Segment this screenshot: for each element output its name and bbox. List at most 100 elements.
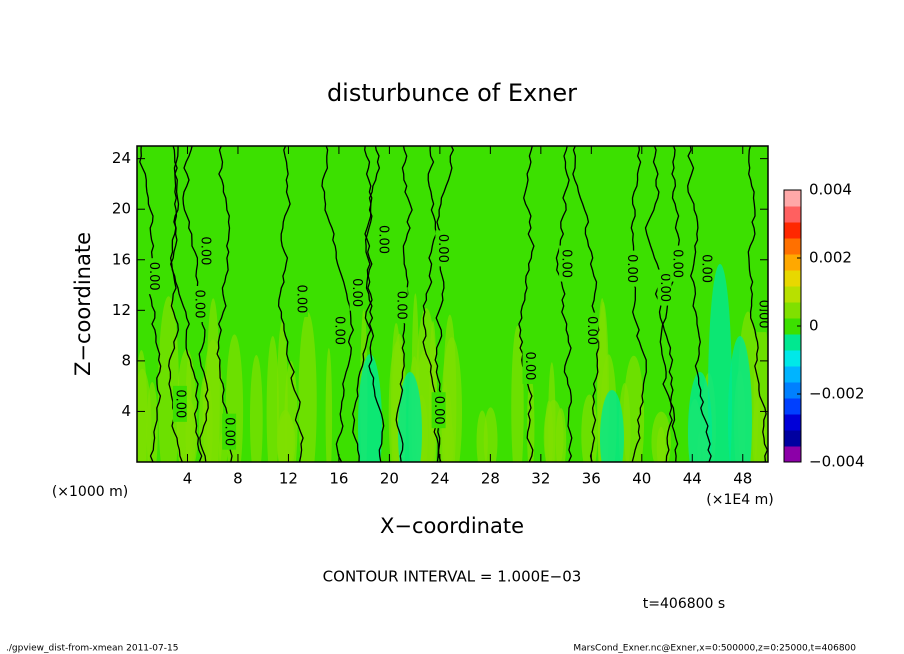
y-tick-label: 20: [112, 200, 131, 218]
contour-label-bg: [294, 280, 309, 317]
contour-label-bg: [657, 269, 672, 306]
contour-label: 0.00: [376, 225, 391, 254]
field-patch: [527, 375, 535, 462]
contour-line: [364, 146, 385, 462]
plot-area: 0.000.000.000.000.000.000.000.000.000.00…: [137, 146, 770, 462]
contour-label: 0.00: [699, 254, 714, 283]
colorbar-cell: [784, 398, 801, 415]
colorbar-tick-label: 0: [809, 317, 819, 335]
field-patch: [511, 325, 524, 462]
contour-label-bg: [435, 230, 450, 267]
contour-label-bg: [431, 392, 446, 429]
colorbar-cell: [784, 206, 801, 223]
field-patch: [708, 264, 732, 462]
contour-line: [747, 146, 768, 462]
field-patch: [398, 372, 422, 462]
contour-label: 0.00: [393, 291, 408, 320]
contour-label: 0.00: [222, 417, 237, 446]
contour-line: [555, 146, 573, 462]
colorbar-cell: [784, 254, 801, 271]
x-tick-label: 4: [183, 470, 193, 488]
contour-label: 0.00: [584, 316, 599, 345]
y-unit: (×1000 m): [52, 484, 128, 500]
footer-left: ./gpview_dist-from-xmean 2011-07-15: [6, 644, 178, 654]
contour-label-bg: [191, 286, 206, 322]
colorbar-cell: [784, 318, 801, 335]
colorbar-tick-label: −0.004: [809, 453, 865, 471]
colorbar-tick-label: −0.002: [809, 385, 865, 403]
contour-label: 0.00: [431, 396, 446, 425]
colorbar-cell: [784, 190, 801, 207]
contour-label: 0.00: [670, 249, 685, 278]
colorbar-cell: [784, 446, 801, 463]
contour-label: 0.00: [146, 262, 161, 291]
contour-label: 0.00: [198, 236, 213, 265]
contour-line: [139, 146, 162, 462]
colorbar-cell: [784, 286, 801, 303]
contour-label: 0.00: [624, 254, 639, 283]
contour-line: [572, 146, 600, 462]
x-tick-label: 12: [279, 470, 298, 488]
colorbar-cell: [784, 222, 801, 239]
x-tick-label: 8: [233, 470, 243, 488]
colorbar-tick-label: 0.004: [809, 181, 852, 199]
field-patch: [185, 405, 193, 462]
contour-label-bg: [172, 385, 187, 422]
y-tick-label: 8: [121, 351, 131, 369]
field-patch: [600, 390, 624, 462]
contour-line: [662, 146, 681, 462]
field-patch: [581, 394, 598, 462]
plot-frame: [136, 145, 769, 463]
x-axis-label: X−coordinate: [380, 514, 524, 538]
colorbar-cell: [784, 366, 801, 383]
contour-label-bg: [699, 250, 714, 287]
contour-label-bg: [349, 274, 364, 311]
colorbar-cell: [784, 270, 801, 287]
field-patch: [441, 337, 463, 462]
field-patch: [137, 368, 152, 462]
contour-label-bg: [670, 245, 685, 282]
contour-line: [630, 146, 647, 462]
contour-label: 0.00: [755, 300, 770, 329]
footer-right: MarsCond_Exner.nc@Exner,x=0:500000,z=0:2…: [573, 644, 856, 654]
contour-label: 0.00: [559, 249, 574, 278]
contour-label: 0.00: [331, 316, 346, 345]
field-patch: [325, 347, 333, 462]
contour-line: [687, 146, 712, 462]
y-tick-label: 24: [112, 149, 131, 167]
contour-label: 0.00: [657, 273, 672, 302]
contour-label: 0.00: [522, 351, 537, 380]
x-tick-label: 44: [683, 470, 702, 488]
contour-label-bg: [559, 245, 574, 282]
contour-label: 0.00: [294, 284, 309, 313]
x-tick-label: 16: [329, 470, 348, 488]
field-patch: [266, 335, 279, 462]
field-patch: [623, 355, 645, 462]
field-patch: [728, 336, 752, 462]
contour-label-bg: [331, 312, 346, 349]
contour-label-bg: [393, 287, 408, 324]
contour-line: [352, 146, 373, 462]
contour-label-bg: [755, 296, 768, 333]
x-unit: (×1E4 m): [706, 492, 773, 508]
y-tick-label: 12: [112, 301, 131, 319]
y-axis-label: Z−coordinate: [71, 232, 95, 376]
field-patch: [249, 354, 263, 462]
colorbar-cell: [784, 238, 801, 255]
colorbar-cell: [784, 430, 801, 447]
contour-label-bg: [376, 221, 391, 258]
contour-label-bg: [146, 258, 161, 295]
x-tick-label: 40: [632, 470, 651, 488]
contour-label-bg: [624, 250, 639, 287]
contour-label-bg: [522, 347, 537, 384]
contour-label-bg: [222, 413, 237, 450]
x-tick-label: 24: [430, 470, 449, 488]
colorbar-cell: [784, 414, 801, 431]
field-patch: [476, 410, 488, 462]
field-patch: [358, 354, 382, 462]
x-tick-label: 36: [582, 470, 601, 488]
field-patch: [225, 334, 244, 462]
contour-label-bg: [198, 232, 213, 269]
field-patch: [688, 372, 712, 462]
